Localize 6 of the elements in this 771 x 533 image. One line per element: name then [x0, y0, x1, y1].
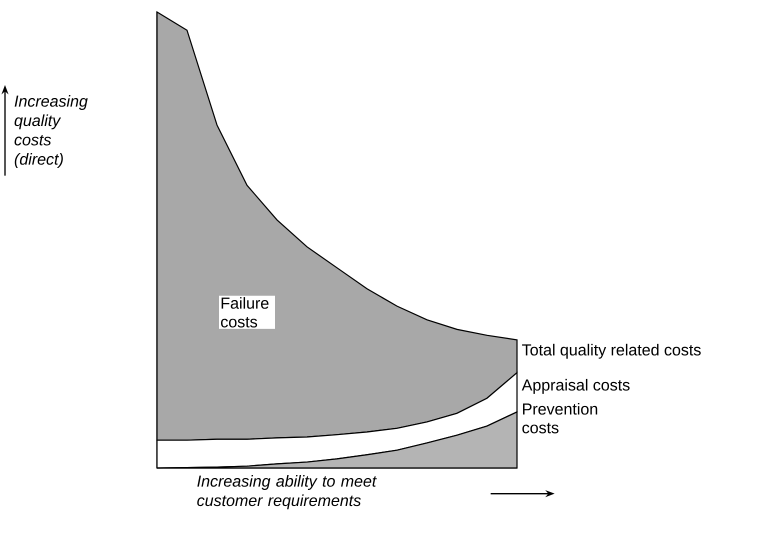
- series-label: Prevention costs: [522, 402, 598, 434]
- series-label: Failure costs: [221, 297, 269, 328]
- series-label: Appraisal costs: [522, 378, 630, 394]
- text: Total quality related costs: [522, 344, 701, 359]
- x-axis-title: Increasing ability to meet customer requirements: [197, 475, 377, 510]
- y-axis-title: Increasing quality costs (direct): [14, 95, 88, 168]
